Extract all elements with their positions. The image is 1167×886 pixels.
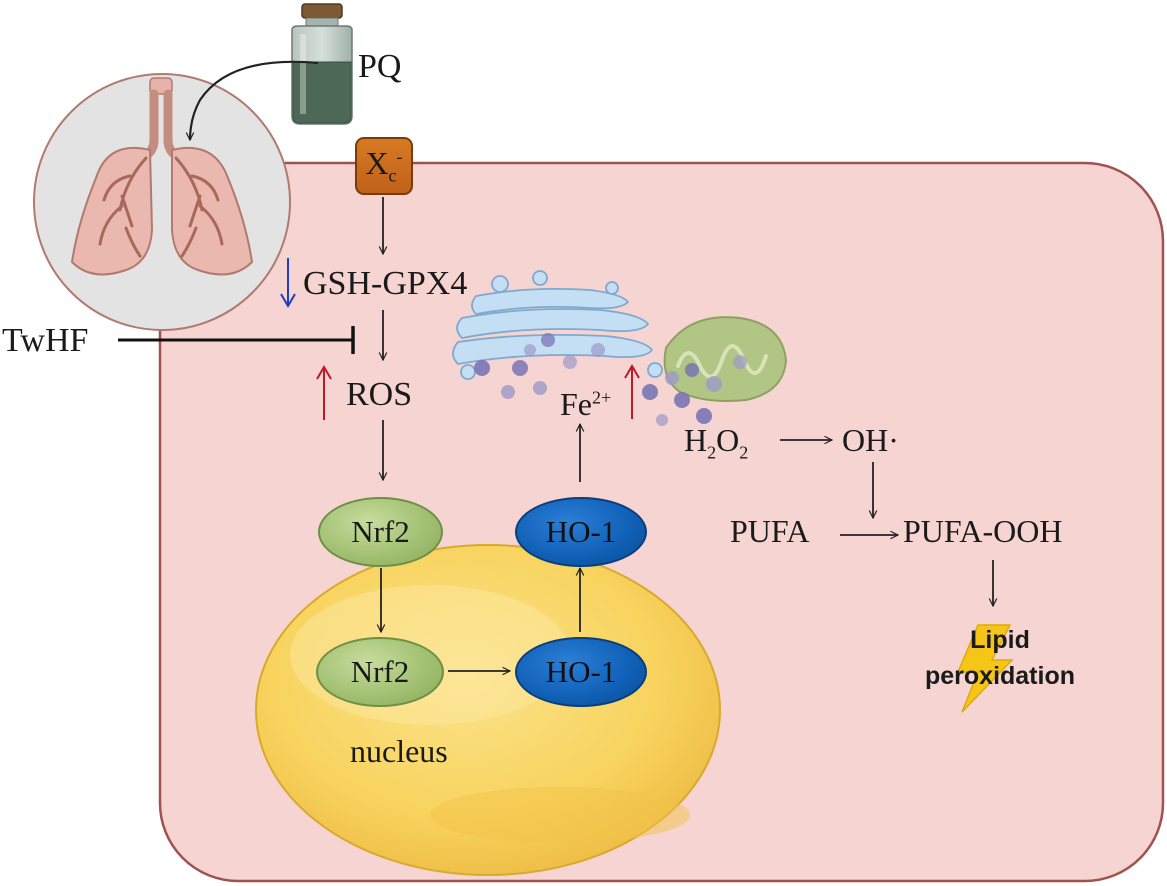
ros-label: ROS [346,376,413,413]
lipid-peroxidation-label: Lipid peroxidation [900,622,1100,695]
xc-transporter: Xc- [355,137,413,195]
lipid-line-2: peroxidation [924,662,1075,691]
ros-up-arrow-icon [316,365,332,420]
oh-radical-label: OH· [842,422,899,458]
iron-particles-icon [474,333,747,426]
lungs-circle [33,73,291,331]
golgi-icon [452,270,663,380]
h2o2-label: H2O2 [684,422,749,463]
gsh-down-arrow-icon [280,258,296,308]
fe2-label: Fe2+ [560,386,612,422]
pufa-ooh-label: PUFA-OOH [903,513,1063,549]
pq-to-lung-arrow [190,60,319,140]
lightning-icon [956,624,1014,713]
xc-label: Xc- [365,145,403,186]
ho1-cytoplasm-node: HO-1 [515,497,647,567]
gsh-gpx4-label: GSH-GPX4 [303,265,468,302]
pq-vial-icon [291,3,353,125]
mitochondrion-icon [663,316,788,402]
fe-up-arrow-icon [624,364,640,419]
twhf-label: TwHF [2,322,89,359]
pufa-label: PUFA [730,513,810,549]
lipid-line-1: Lipid [970,626,1030,654]
ho1-nucleus-node: HO-1 [515,637,647,707]
pq-label: PQ [358,48,402,85]
nrf2-cytoplasm-node: Nrf2 [318,497,443,567]
nucleus-label: nucleus [350,733,448,769]
lungs-icon [70,77,254,276]
nrf2-nucleus-node: Nrf2 [316,637,444,707]
